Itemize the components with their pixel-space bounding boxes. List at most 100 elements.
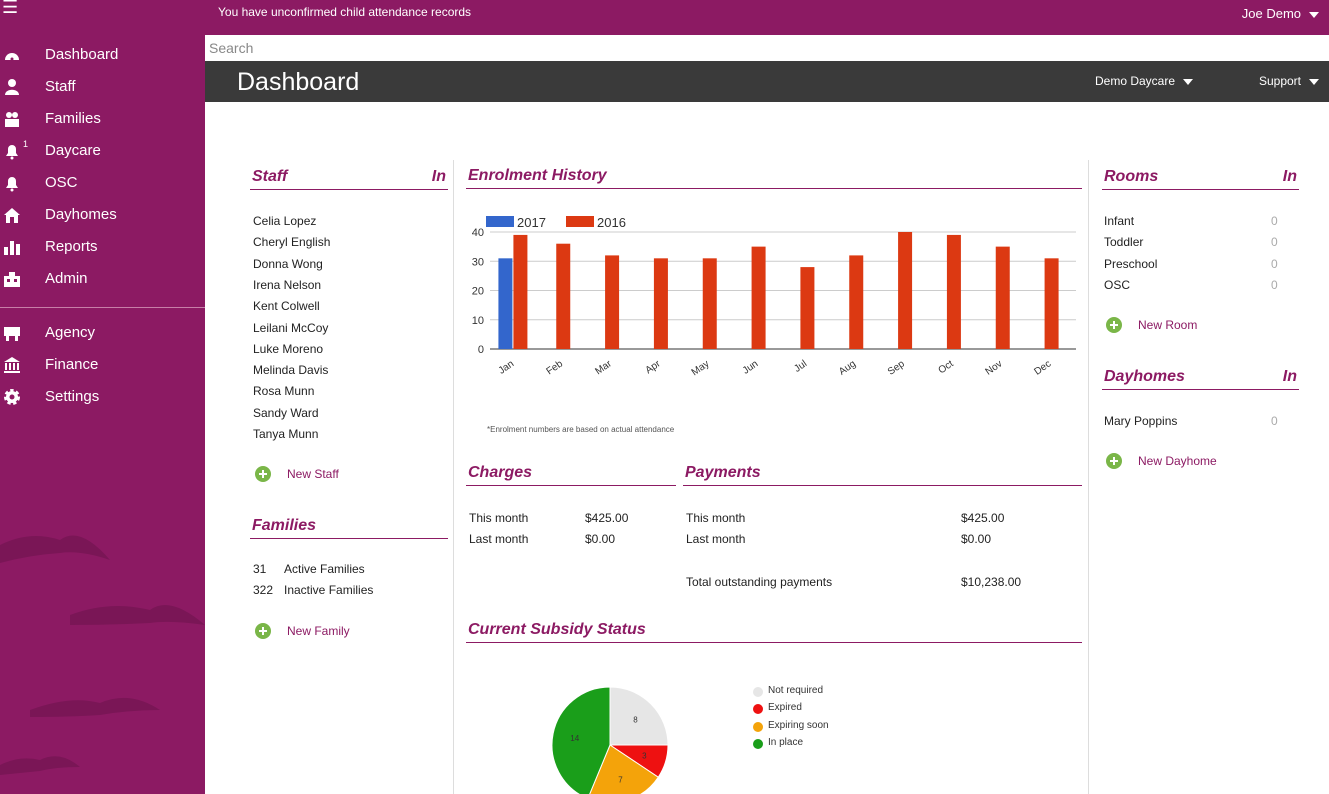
sidebar-item-osc[interactable]: OSC	[0, 168, 205, 198]
user-menu[interactable]: Joe Demo	[1242, 6, 1319, 21]
chevron-down-icon	[1309, 78, 1319, 85]
subsidy-pie-chart: 8 3 7 14	[551, 686, 669, 794]
staff-list-item[interactable]: Irena Nelson	[253, 277, 322, 292]
legend-dot	[753, 721, 763, 732]
x-tick-label: Feb	[545, 358, 566, 377]
y-tick-label: 0	[478, 344, 484, 356]
legend-label: 2017	[517, 215, 546, 230]
enrolment-chart: 0 10 20 30 40 Jan Feb Mar Apr May Jun Jul Aug Sep Oct N…	[472, 215, 1076, 378]
legend-dot	[753, 687, 763, 697]
dayhomes-title[interactable]: Dayhomes	[1104, 368, 1185, 385]
sidebar-item-families[interactable]: Families	[0, 104, 205, 134]
x-tick-label: Dec	[1032, 358, 1053, 377]
rooms-in-label: In	[1282, 168, 1297, 185]
sidebar-item-label: Families	[45, 110, 101, 127]
staff-list-item[interactable]: Donna Wong	[253, 256, 323, 271]
sidebar-item-label: Settings	[45, 388, 100, 405]
sidebar-item-label: Agency	[45, 324, 96, 341]
charges-header: Charges	[466, 460, 676, 486]
add-icon	[255, 466, 271, 482]
charges-this-month-label: This month	[469, 511, 529, 525]
sidebar-item-label: Reports	[45, 238, 98, 255]
bar	[995, 246, 1010, 349]
support-dropdown[interactable]: Support	[1259, 74, 1319, 88]
payments-this-month-value: $425.00	[961, 511, 1005, 525]
menu-icon[interactable]: ☰	[2, 0, 19, 17]
legend-label: Expired	[768, 702, 802, 714]
x-tick-label: May	[690, 358, 712, 378]
sidebar-item-dashboard[interactable]: Dashboard	[0, 40, 205, 70]
staff-list-item[interactable]: Rosa Munn	[253, 384, 315, 399]
dashboard-icon	[5, 53, 19, 61]
room-name[interactable]: Preschool	[1104, 256, 1158, 271]
x-tick-label: Mar	[593, 358, 614, 377]
room-name[interactable]: Toddler	[1104, 235, 1144, 250]
room-name[interactable]: Infant	[1104, 214, 1135, 228]
bar	[751, 246, 766, 349]
sidebar-item-dayhomes[interactable]: Dayhomes	[0, 200, 205, 230]
pie-slice	[609, 686, 669, 746]
subsidy-header: Current Subsidy Status	[466, 617, 1082, 643]
staff-list-item[interactable]: Kent Colwell	[253, 299, 320, 314]
bar	[605, 255, 620, 349]
legend-dot	[753, 704, 763, 715]
bar	[946, 234, 961, 349]
bar	[556, 243, 571, 349]
charges-last-month-label: Last month	[469, 532, 529, 546]
add-icon	[1106, 453, 1122, 469]
active-families-link[interactable]: Active Families	[284, 562, 365, 576]
attendance-notice[interactable]: You have unconfirmed child attendance re…	[218, 5, 472, 19]
legend-swatch	[486, 216, 514, 227]
staff-list-item[interactable]: Leilani McCoy	[253, 320, 329, 335]
legend-swatch	[566, 216, 594, 227]
sidebar: Dashboard Staff Families 1 Daycare OSC D…	[0, 35, 205, 794]
column-divider	[1088, 160, 1089, 794]
enrolment-header: Enrolment History	[466, 163, 1082, 189]
staff-list-item[interactable]: Luke Moreno	[253, 341, 324, 356]
sidebar-item-daycare[interactable]: 1 Daycare	[0, 136, 205, 166]
bar	[849, 255, 864, 349]
daycare-dropdown[interactable]: Demo Daycare	[1095, 74, 1194, 88]
bar	[1044, 258, 1059, 349]
bar	[513, 234, 528, 349]
room-name[interactable]: OSC	[1104, 277, 1131, 292]
rooms-header: Rooms In	[1102, 164, 1299, 190]
sidebar-item-label: Dashboard	[45, 46, 119, 63]
room-count: 0	[1271, 277, 1278, 292]
inactive-families-link[interactable]: Inactive Families	[284, 583, 374, 597]
sidebar-item-staff[interactable]: Staff	[0, 72, 205, 102]
dayhomes-in-label: In	[1282, 368, 1297, 385]
families-icon	[5, 112, 19, 127]
legend-dot	[753, 738, 763, 749]
legend-label: Not required	[768, 685, 824, 696]
payments-last-month-label: Last month	[686, 532, 746, 546]
staff-list-item[interactable]: Celia Lopez	[253, 214, 317, 228]
bar	[498, 258, 513, 349]
x-tick-label: Apr	[644, 358, 664, 376]
sidebar-item-agency[interactable]: Agency	[0, 318, 205, 348]
staff-list-item[interactable]: Cheryl English	[253, 235, 331, 250]
search-input[interactable]	[205, 35, 1329, 61]
staff-list-item[interactable]: Tanya Munn	[253, 427, 319, 441]
sidebar-divider	[0, 307, 205, 308]
staff-title[interactable]: Staff	[252, 168, 288, 185]
legend-label: 2016	[597, 215, 626, 230]
families-title[interactable]: Families	[252, 517, 317, 534]
building-icon	[4, 272, 20, 287]
total-outstanding-label: Total outstanding payments	[686, 575, 833, 589]
add-icon	[1106, 317, 1122, 333]
title-bar: Dashboard Demo Daycare Support	[205, 61, 1329, 102]
payments-header: Payments	[683, 460, 1082, 486]
new-family-label: New Family	[287, 624, 350, 638]
sidebar-item-admin[interactable]: Admin	[0, 264, 205, 294]
daycare-badge: 1	[23, 139, 29, 149]
sidebar-item-reports[interactable]: Reports	[0, 232, 205, 262]
bar-chart-icon	[4, 241, 20, 255]
rooms-title[interactable]: Rooms	[1104, 168, 1159, 185]
dayhome-name[interactable]: Mary Poppins	[1104, 414, 1178, 428]
sidebar-item-finance[interactable]: Finance	[0, 350, 205, 380]
x-tick-label: Oct	[937, 358, 956, 376]
staff-list-item[interactable]: Melinda Davis	[253, 363, 329, 378]
staff-list-item[interactable]: Sandy Ward	[253, 405, 319, 420]
sidebar-item-settings[interactable]: Settings	[0, 382, 205, 412]
